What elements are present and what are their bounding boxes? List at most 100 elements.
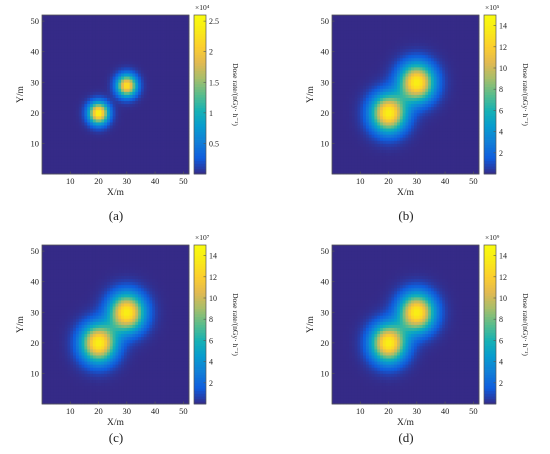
heatmap-cell (416, 70, 421, 74)
heatmap-cell (169, 167, 173, 172)
heatmap-cell (408, 73, 412, 77)
heatmap-cell (332, 88, 336, 92)
heatmap-cell (70, 134, 74, 138)
heatmap-cell (397, 76, 401, 80)
heatmap-cell (70, 125, 74, 129)
heatmap-cell (397, 66, 401, 71)
heatmap-cell (67, 137, 71, 141)
heatmap-cell (140, 70, 145, 74)
heatmap-cell (107, 91, 111, 95)
heatmap-cell (98, 103, 102, 108)
heatmap-cell (157, 103, 162, 108)
heatmap-cell (87, 36, 91, 40)
heatmap-cell (354, 33, 358, 37)
heatmap-cell (98, 39, 102, 43)
heatmap-cell (112, 115, 116, 120)
heatmap-cell (149, 106, 153, 111)
heatmap-cell (132, 48, 136, 53)
colorbar-tick-label: 1 (209, 109, 213, 118)
x-axis-label: X/m (107, 188, 125, 198)
heatmap-cell (42, 167, 46, 172)
heatmap-cell (442, 103, 446, 108)
heatmap-cell (334, 63, 339, 68)
heatmap-cell (64, 15, 68, 19)
heatmap-cell (425, 39, 429, 43)
heatmap-cell (129, 122, 133, 126)
heatmap-cell (163, 158, 167, 163)
heatmap-cell (374, 143, 378, 147)
heatmap-cell (107, 125, 111, 129)
heatmap-cell (371, 146, 375, 150)
heatmap-cell (78, 115, 82, 120)
heatmap-cell (92, 45, 97, 50)
heatmap-cell (166, 54, 170, 59)
heatmap-cell (360, 140, 364, 144)
heatmap-cell (416, 27, 421, 31)
heatmap-cell (447, 94, 452, 98)
heatmap-cell (152, 39, 156, 43)
heatmap-cell (337, 94, 341, 98)
heatmap-cell (374, 118, 378, 123)
heatmap-cell (166, 24, 170, 28)
heatmap-cell (104, 15, 108, 19)
heatmap-cell (174, 94, 179, 98)
heatmap-cell (53, 48, 57, 53)
heatmap-cell (351, 122, 356, 126)
heatmap-cell (425, 106, 429, 111)
heatmap-cell (157, 60, 162, 65)
heatmap-cell (332, 18, 336, 22)
heatmap-cell (360, 85, 364, 89)
heatmap-cell (155, 76, 159, 80)
heatmap-cell (78, 149, 82, 153)
heatmap-cell (166, 109, 170, 114)
heatmap-cell (380, 82, 384, 86)
heatmap-cell (112, 15, 116, 19)
heatmap-cell (58, 60, 63, 65)
heatmap-cell (146, 106, 150, 111)
heatmap-cell (447, 167, 452, 172)
heatmap-cell (405, 106, 409, 111)
heatmap-cell (354, 18, 358, 22)
heatmap-cell (101, 85, 105, 89)
heatmap-cell (155, 60, 159, 65)
heatmap-cell (75, 122, 80, 126)
heatmap-cell (354, 27, 358, 31)
heatmap-cell (399, 36, 404, 40)
heatmap-cell (84, 39, 88, 43)
heatmap-cell (146, 79, 150, 83)
heatmap-cell (53, 85, 57, 89)
heatmap-cell (64, 94, 68, 98)
heatmap-cell (380, 140, 384, 144)
heatmap-cell (408, 15, 412, 19)
heatmap-cell (186, 155, 190, 160)
heatmap-cell (140, 97, 145, 102)
heatmap-cell (166, 48, 170, 53)
heatmap-cell (186, 137, 190, 141)
heatmap-cell (107, 48, 111, 53)
heatmap-cell (50, 109, 54, 114)
heatmap-cell (67, 51, 71, 56)
heatmap-cell (149, 94, 153, 98)
heatmap-cell (436, 54, 440, 59)
heatmap-cell (368, 48, 372, 53)
heatmap-cell (172, 24, 176, 28)
x-tick-label: 30 (123, 176, 132, 186)
heatmap-cell (160, 45, 164, 50)
heatmap-cell (433, 146, 437, 150)
heatmap-cell (174, 103, 179, 108)
heatmap-cell (351, 36, 356, 40)
heatmap-cell (419, 112, 423, 117)
heatmap-cell (169, 36, 173, 40)
heatmap-cell (399, 143, 404, 147)
heatmap-cell (112, 170, 116, 175)
heatmap-cell (419, 45, 423, 50)
heatmap-cell (95, 45, 99, 50)
heatmap-cell (343, 115, 347, 120)
heatmap-cell (422, 112, 426, 117)
heatmap-cell (155, 66, 159, 71)
heatmap-cell (357, 128, 361, 132)
heatmap-cell (346, 158, 350, 163)
heatmap-cell (439, 167, 443, 172)
heatmap-cell (149, 158, 153, 163)
